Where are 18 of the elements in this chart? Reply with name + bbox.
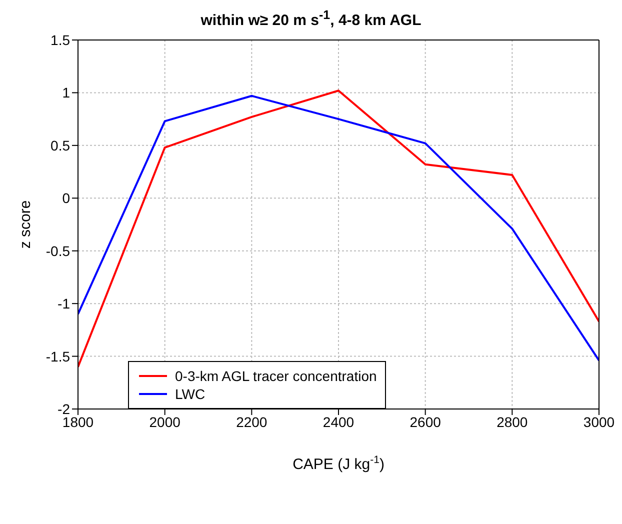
y-axis-title: z score: [17, 200, 34, 249]
y-tick-label: -0.5: [46, 242, 70, 259]
y-tick-label: 0.5: [50, 137, 70, 154]
x-tick-label: 2000: [149, 414, 181, 430]
x-tick-label: 2800: [496, 414, 528, 430]
y-tick-label: 1: [62, 84, 70, 101]
x-tick-label: 2200: [236, 414, 268, 430]
legend-label: 0-3-km AGL tracer concentration: [175, 368, 377, 384]
y-tick-label: 0: [62, 190, 70, 206]
x-tick-label: 2400: [322, 414, 354, 430]
x-axis-title: CAPE (J kg$^{-1}$): [292, 454, 384, 473]
x-tick-label: 3000: [583, 414, 615, 430]
x-tick-label: 2600: [410, 414, 442, 430]
chart-title: within w≥ 20 m s$^{-1}$, 4-8 km AGL: [200, 8, 422, 29]
legend-label: LWC: [175, 386, 206, 402]
y-tick-label: 1.5: [50, 32, 70, 48]
y-tick-label: -1: [58, 296, 70, 312]
y-tick-label: -1.5: [46, 348, 70, 364]
